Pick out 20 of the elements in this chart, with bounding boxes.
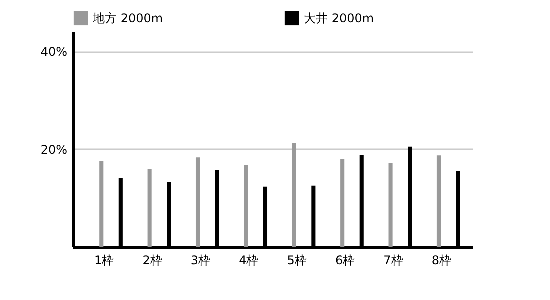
- x-tick-label: 4枠: [239, 254, 259, 268]
- bar: [388, 163, 393, 247]
- y-tick-label: 20%: [40, 142, 68, 157]
- bar: [148, 169, 152, 247]
- bar: [244, 165, 248, 247]
- bar: [100, 161, 104, 247]
- legend-label: 地方 2000m: [92, 11, 164, 26]
- bar: [292, 143, 296, 247]
- x-tick-label: 7枠: [384, 254, 404, 268]
- bar: [436, 156, 441, 247]
- y-tick-label: 40%: [40, 45, 68, 60]
- x-tick-label: 6枠: [335, 254, 356, 268]
- bar: [196, 158, 200, 247]
- x-tick-label: 2枠: [142, 254, 162, 268]
- bar: [340, 159, 345, 247]
- x-tick-label: 3枠: [190, 254, 211, 268]
- x-tick-label: 1枠: [94, 254, 114, 268]
- legend-label: 大井 2000m: [304, 11, 374, 26]
- x-tick-label: 5枠: [287, 254, 307, 268]
- x-tick-label: 8枠: [432, 254, 452, 268]
